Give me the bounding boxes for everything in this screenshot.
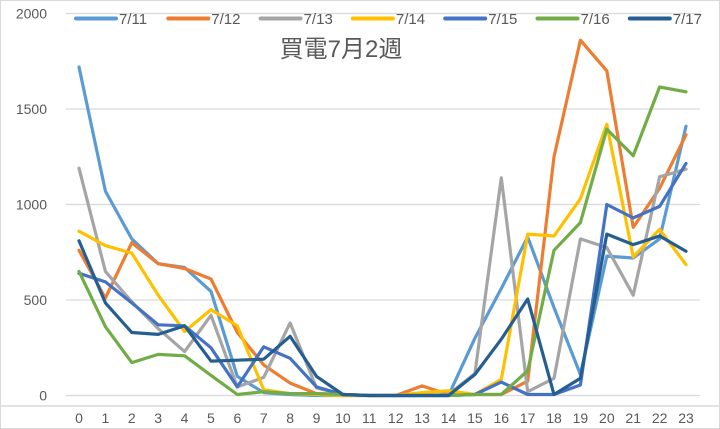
x-tick-label: 17 xyxy=(520,410,536,426)
x-tick-label: 14 xyxy=(441,410,457,426)
legend-item-7-12: 7/12 xyxy=(166,11,241,28)
x-tick-label: 1 xyxy=(101,410,109,426)
x-tick-label: 11 xyxy=(362,410,377,426)
legend-item-7-13: 7/13 xyxy=(258,11,333,28)
legend-label: 7/16 xyxy=(581,11,610,28)
y-tick-label: 1000 xyxy=(16,197,47,213)
x-tick-label: 22 xyxy=(652,410,668,426)
x-tick-label: 18 xyxy=(546,410,562,426)
legend-item-7-16: 7/16 xyxy=(535,11,610,28)
x-tick-label: 5 xyxy=(207,410,215,426)
x-tick-label: 10 xyxy=(335,410,351,426)
y-tick-label: 0 xyxy=(39,388,47,404)
legend-item-7-14: 7/14 xyxy=(350,11,425,28)
legend-label: 7/17 xyxy=(673,11,702,28)
x-tick-label: 7 xyxy=(260,410,268,426)
legend-label: 7/14 xyxy=(396,11,425,28)
y-tick-label: 1500 xyxy=(16,101,47,117)
x-tick-label: 4 xyxy=(181,410,189,426)
x-tick-label: 20 xyxy=(599,410,615,426)
x-tick-label: 6 xyxy=(233,410,241,426)
chart-title: 買電7月2週 xyxy=(280,36,403,63)
y-tick-label: 2000 xyxy=(16,6,47,22)
y-axis: 0 500 1000 1500 2000 xyxy=(16,6,47,404)
legend-label: 7/15 xyxy=(488,11,517,28)
x-tick-label: 0 xyxy=(75,410,83,426)
legend-label: 7/11 xyxy=(119,11,147,28)
series-line-7-16 xyxy=(77,85,688,398)
x-tick-label: 23 xyxy=(678,410,694,426)
series-line-7-15 xyxy=(77,161,688,398)
x-tick-label: 2 xyxy=(128,410,136,426)
series-line-7-12 xyxy=(77,38,688,398)
x-tick-label: 16 xyxy=(493,410,509,426)
legend-item-7-15: 7/15 xyxy=(443,11,517,28)
series-lines xyxy=(77,38,688,398)
x-tick-label: 15 xyxy=(467,410,483,426)
legend-label: 7/13 xyxy=(304,11,333,28)
x-tick-label: 9 xyxy=(313,410,321,426)
legend-label: 7/12 xyxy=(211,11,240,28)
y-tick-label: 500 xyxy=(24,292,48,308)
x-tick-label: 8 xyxy=(286,410,294,426)
x-tick-label: 21 xyxy=(625,410,641,426)
legend: 7/11 7/12 7/13 7/14 7/15 7/16 7/17 xyxy=(74,11,702,28)
x-tick-label: 19 xyxy=(573,410,589,426)
series-line-7-11 xyxy=(77,65,688,398)
legend-item-7-11: 7/11 xyxy=(74,11,147,28)
x-axis: 0 1 2 3 4 5 6 7 8 9 10 11 12 13 14 15 16 17 18 19 20 21 22 23 xyxy=(75,410,694,426)
legend-item-7-17: 7/17 xyxy=(627,11,702,28)
series-line-7-17 xyxy=(77,232,688,398)
x-tick-label: 12 xyxy=(388,410,404,426)
x-tick-label: 13 xyxy=(414,410,430,426)
x-tick-label: 3 xyxy=(154,410,162,426)
